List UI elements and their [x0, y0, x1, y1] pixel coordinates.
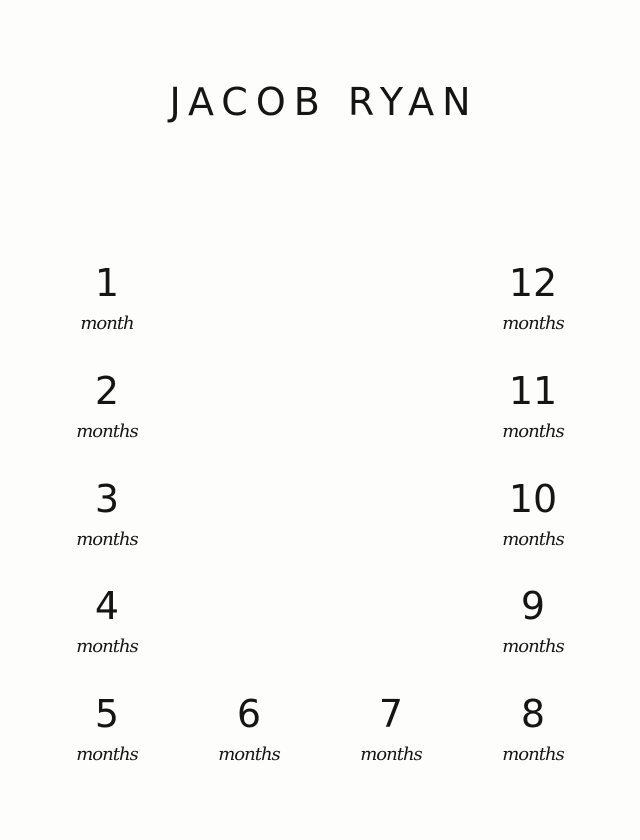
milestone-unit: months: [76, 744, 139, 765]
milestone-number: 12: [508, 261, 558, 305]
milestone-2: 2 months: [57, 369, 157, 443]
milestone-11: 11 months: [483, 369, 583, 443]
milestone-number: 10: [508, 477, 558, 521]
milestone-number: 4: [94, 584, 120, 628]
milestone-7: 7 months: [341, 692, 441, 766]
milestone-10: 10 months: [483, 477, 583, 551]
milestone-12: 12 months: [483, 261, 583, 335]
milestone-unit: months: [502, 313, 565, 334]
milestone-unit: months: [218, 744, 281, 765]
milestone-unit: months: [502, 421, 565, 442]
milestone-unit: months: [502, 636, 565, 657]
milestone-unit: months: [76, 636, 139, 657]
milestone-1: 1 month: [57, 261, 157, 335]
milestone-number: 8: [520, 692, 546, 736]
milestone-5: 5 months: [57, 692, 157, 766]
milestone-unit: months: [76, 421, 139, 442]
milestone-number: 6: [236, 692, 262, 736]
milestone-unit: month: [80, 313, 134, 334]
milestone-8: 8 months: [483, 692, 583, 766]
milestone-unit: months: [360, 744, 423, 765]
milestone-number: 2: [94, 369, 120, 413]
milestone-number: 7: [378, 692, 404, 736]
milestone-4: 4 months: [57, 584, 157, 658]
milestone-unit: months: [76, 529, 139, 550]
milestone-unit: months: [502, 744, 565, 765]
name-title: JACOB RYAN: [169, 80, 479, 124]
milestone-unit: months: [502, 529, 565, 550]
milestone-number: 5: [94, 692, 120, 736]
milestone-number: 3: [94, 477, 120, 521]
milestone-6: 6 months: [199, 692, 299, 766]
milestone-number: 1: [94, 261, 120, 305]
milestone-number: 9: [520, 584, 546, 628]
milestone-3: 3 months: [57, 477, 157, 551]
milestone-9: 9 months: [483, 584, 583, 658]
milestone-number: 11: [508, 369, 558, 413]
